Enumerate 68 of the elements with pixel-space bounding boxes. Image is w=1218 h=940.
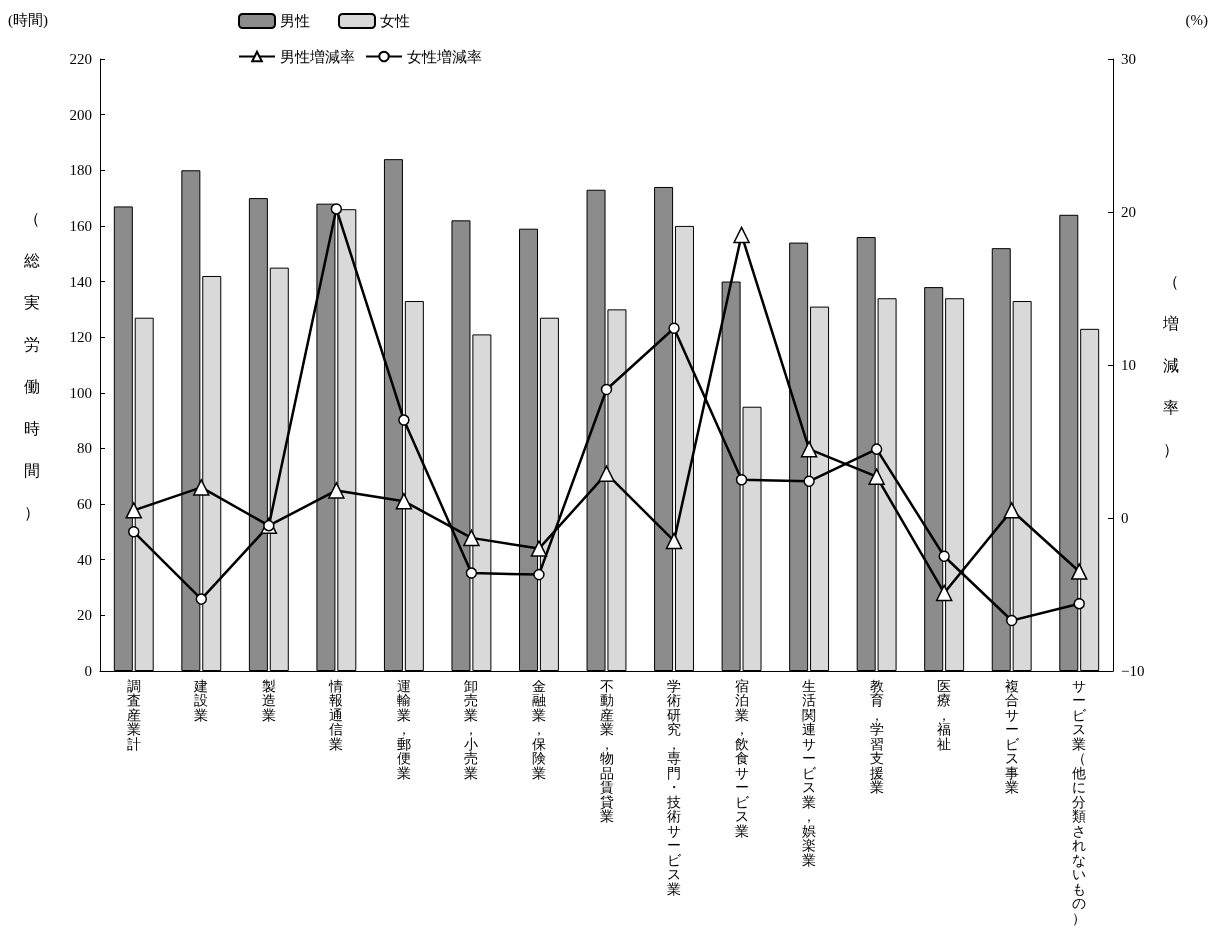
- point: [598, 465, 615, 482]
- point: [328, 482, 345, 499]
- category-label: 宿泊業，飲食サービス業: [734, 678, 749, 839]
- y-tick-label: 220: [69, 51, 92, 67]
- point: [800, 440, 818, 458]
- point: [665, 532, 683, 550]
- point: [125, 502, 143, 519]
- y2-tick-label: 0: [1121, 510, 1129, 526]
- point: [868, 468, 885, 485]
- point: [395, 492, 413, 510]
- point: [870, 443, 883, 455]
- y-tick-label: 20: [77, 607, 92, 624]
- point: [533, 568, 545, 581]
- y2-tick-label: −10: [1121, 663, 1145, 679]
- point: [398, 414, 410, 426]
- point: [935, 584, 953, 602]
- x-tick-label: 教育，学習支援業: [869, 678, 884, 796]
- x-tick-label: 運輸業，郵便業: [396, 678, 411, 781]
- point: [465, 567, 478, 579]
- legend-label: 男性増減率: [280, 48, 355, 65]
- category-label: 学術研究，専門・技術サービス業: [667, 678, 682, 897]
- x-tick-label: 製造業: [261, 678, 276, 723]
- y-tick-label: 100: [69, 384, 92, 401]
- y-tick-label: 160: [69, 217, 92, 234]
- x-tick-label: 建設業: [193, 678, 209, 723]
- point: [193, 479, 210, 496]
- point: [330, 203, 343, 215]
- y-tick-label: 180: [69, 162, 92, 179]
- text: （総実労働時間）: [24, 209, 40, 521]
- point: [1070, 563, 1088, 580]
- category-label: 不動産業，物品賃貸業: [599, 678, 614, 825]
- x-tick-label: 調査産業計: [126, 678, 141, 752]
- point: [1005, 614, 1018, 627]
- category-label: 生活関連サービス業，娯楽業: [802, 678, 817, 868]
- y2-tick-label: 20: [1121, 204, 1136, 220]
- text: (時間): [8, 11, 48, 29]
- x-tick-label: 卸売業，小売業: [464, 678, 479, 781]
- point: [735, 474, 748, 486]
- x-tick-label: 金融業，保険業: [531, 678, 546, 781]
- point: [803, 475, 815, 488]
- y2-tick-label: 10: [1121, 357, 1136, 373]
- point: [668, 322, 680, 335]
- y-tick-label: 60: [77, 496, 92, 513]
- point: [195, 593, 208, 605]
- text: (%): [1185, 11, 1209, 29]
- y-tick-label: 80: [77, 440, 92, 457]
- text: （増減率）: [1163, 272, 1179, 458]
- x-tick-label: 医療，福祉: [937, 678, 952, 752]
- y2-tick-label: 30: [1121, 51, 1136, 67]
- point: [733, 226, 750, 244]
- x-tick-label: 情報通信業: [328, 678, 344, 752]
- category-label: サービス業（他に分類されないもの）: [1072, 678, 1087, 926]
- legend-label: 女性増減率: [407, 48, 482, 65]
- y-tick-label: 0: [84, 663, 92, 679]
- point: [463, 529, 480, 547]
- y-tick-label: 40: [77, 551, 92, 568]
- point: [600, 383, 613, 396]
- point: [1003, 502, 1020, 519]
- y-tick-label: 120: [69, 329, 92, 346]
- point: [530, 540, 548, 557]
- x-tick-label: 複合サービス事業: [1004, 678, 1020, 796]
- legend-label: 女性: [380, 13, 410, 29]
- legend-label: 男性: [280, 13, 310, 29]
- point: [128, 526, 140, 538]
- y-tick-label: 140: [69, 273, 92, 290]
- point: [1073, 597, 1085, 610]
- y-tick-label: 200: [69, 106, 92, 123]
- point: [938, 550, 950, 562]
